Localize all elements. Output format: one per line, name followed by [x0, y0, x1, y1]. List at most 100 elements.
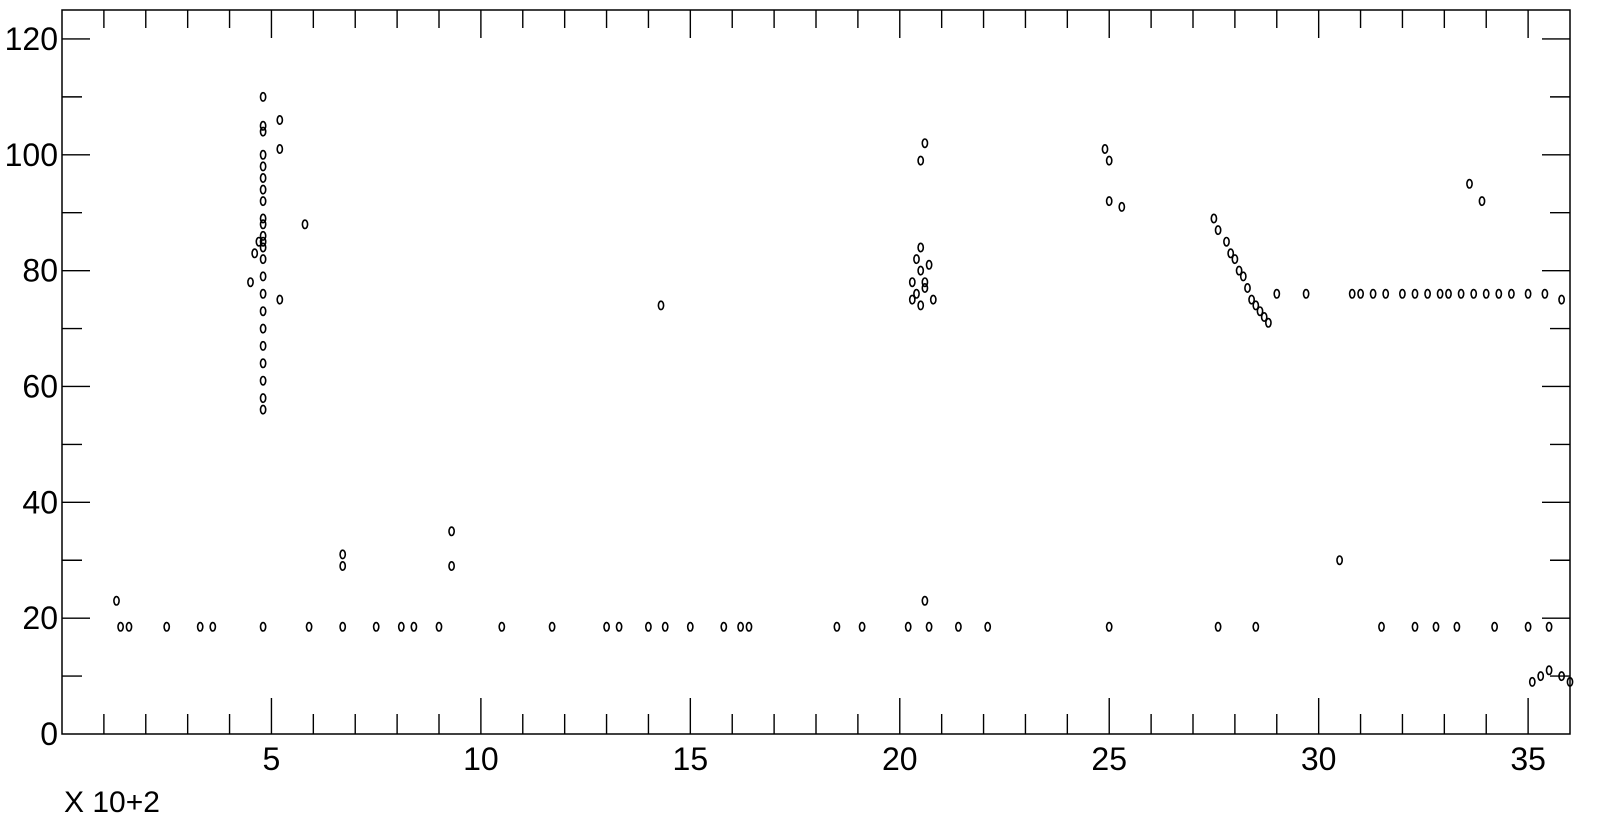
- contour-mark: [117, 621, 124, 632]
- contour-mark: [372, 621, 380, 632]
- contour-mark: [917, 300, 925, 311]
- contour-mark: [929, 294, 937, 305]
- x-axis: 5 10 15 20 25 30 35: [103, 10, 1546, 777]
- data-marks: [113, 91, 1574, 687]
- contour-mark: [259, 271, 267, 282]
- contour-mark: [259, 306, 267, 317]
- contour-mark: [1214, 225, 1222, 236]
- contour-mark: [1411, 288, 1419, 299]
- contour-mark: [397, 621, 405, 632]
- contour-mark: [925, 259, 933, 270]
- contour-mark: [1537, 671, 1545, 682]
- contour-mark: [410, 621, 418, 632]
- contour-mark: [1524, 621, 1532, 632]
- y-tick-label: 60: [22, 368, 58, 404]
- contour-mark: [686, 621, 694, 632]
- y-tick-label: 80: [22, 253, 58, 289]
- contour-mark: [1411, 621, 1419, 632]
- contour-mark: [259, 375, 267, 386]
- contour-mark: [1466, 178, 1473, 189]
- contour-mark: [921, 595, 929, 606]
- contour-mark: [1545, 621, 1553, 632]
- contour-mark: [259, 242, 267, 253]
- contour-mark: [833, 621, 841, 632]
- contour-mark: [745, 621, 753, 632]
- x-tick-label: 35: [1510, 741, 1546, 777]
- contour-mark: [259, 254, 267, 265]
- contour-mark: [196, 621, 204, 632]
- contour-mark: [1457, 288, 1465, 299]
- contour-mark: [737, 621, 744, 632]
- contour-mark: [301, 219, 309, 230]
- y-tick-label: 120: [5, 21, 58, 57]
- contour-mark: [259, 126, 267, 137]
- contour-mark: [858, 621, 866, 632]
- contour-mark: [1105, 196, 1113, 207]
- plot-frame: [61, 9, 1571, 735]
- contour-mark: [1528, 676, 1536, 687]
- contour-mark: [163, 621, 171, 632]
- contour-mark: [913, 254, 920, 265]
- contour-mark: [259, 184, 267, 195]
- contour-mark: [1336, 555, 1343, 566]
- contour-mark: [1369, 288, 1377, 299]
- contour-mark: [1118, 201, 1126, 212]
- contour-mark: [1541, 288, 1549, 299]
- contour-mark: [615, 621, 623, 632]
- contour-mark: [251, 248, 259, 259]
- contour-mark: [1470, 288, 1478, 299]
- contour-mark: [1244, 282, 1251, 293]
- y-axis: 0 20 40 60 80 100 120: [5, 21, 1570, 752]
- contour-mark: [908, 294, 916, 305]
- contour-mark: [1545, 665, 1553, 676]
- contour-mark: [1239, 271, 1247, 282]
- contour-mark: [925, 621, 933, 632]
- contour-mark: [1273, 288, 1281, 299]
- contour-mark: [1482, 288, 1490, 299]
- contour-mark: [984, 621, 992, 632]
- contour-mark: [259, 404, 267, 415]
- contour-mark: [209, 621, 217, 632]
- x-tick-label: 25: [1091, 741, 1127, 777]
- contour-mark: [259, 213, 267, 224]
- contour-mark: [720, 621, 728, 632]
- contour-mark: [435, 621, 443, 632]
- contour-mark: [1348, 288, 1356, 299]
- contour-mark: [1424, 288, 1431, 299]
- contour-mark: [1378, 621, 1385, 632]
- contour-mark: [1302, 288, 1310, 299]
- contour-mark: [1105, 621, 1113, 632]
- contour-mark: [1256, 306, 1264, 317]
- contour-mark: [259, 120, 267, 131]
- contour-mark: [1235, 265, 1243, 276]
- contour-mark: [259, 236, 267, 247]
- contour-mark: [1210, 213, 1218, 224]
- contour-mark: [1252, 300, 1260, 311]
- contour-mark: [1478, 196, 1486, 207]
- x-tick-label: 5: [263, 741, 281, 777]
- contour-mark: [1252, 621, 1260, 632]
- contour-mark: [259, 196, 267, 207]
- contour-mark: [259, 621, 267, 632]
- contour-mark: [259, 230, 267, 241]
- contour-mark: [259, 288, 267, 299]
- contour-mark: [1524, 288, 1532, 299]
- contour-mark: [1214, 621, 1222, 632]
- contour-mark: [913, 288, 920, 299]
- contour-mark: [1382, 288, 1390, 299]
- contour-mark: [339, 621, 347, 632]
- contour-mark: [1558, 671, 1565, 682]
- contour-mark: [921, 277, 929, 288]
- contour-mark: [921, 138, 929, 149]
- contour-mark: [1436, 288, 1444, 299]
- contour-mark: [661, 621, 669, 632]
- contour-mark: [259, 173, 267, 184]
- contour-mark: [1558, 294, 1565, 305]
- contour-mark: [1566, 676, 1574, 687]
- contour-mark: [125, 621, 133, 632]
- contour-mark: [1265, 317, 1272, 328]
- contour-mark: [917, 242, 925, 253]
- contour-mark: [498, 621, 506, 632]
